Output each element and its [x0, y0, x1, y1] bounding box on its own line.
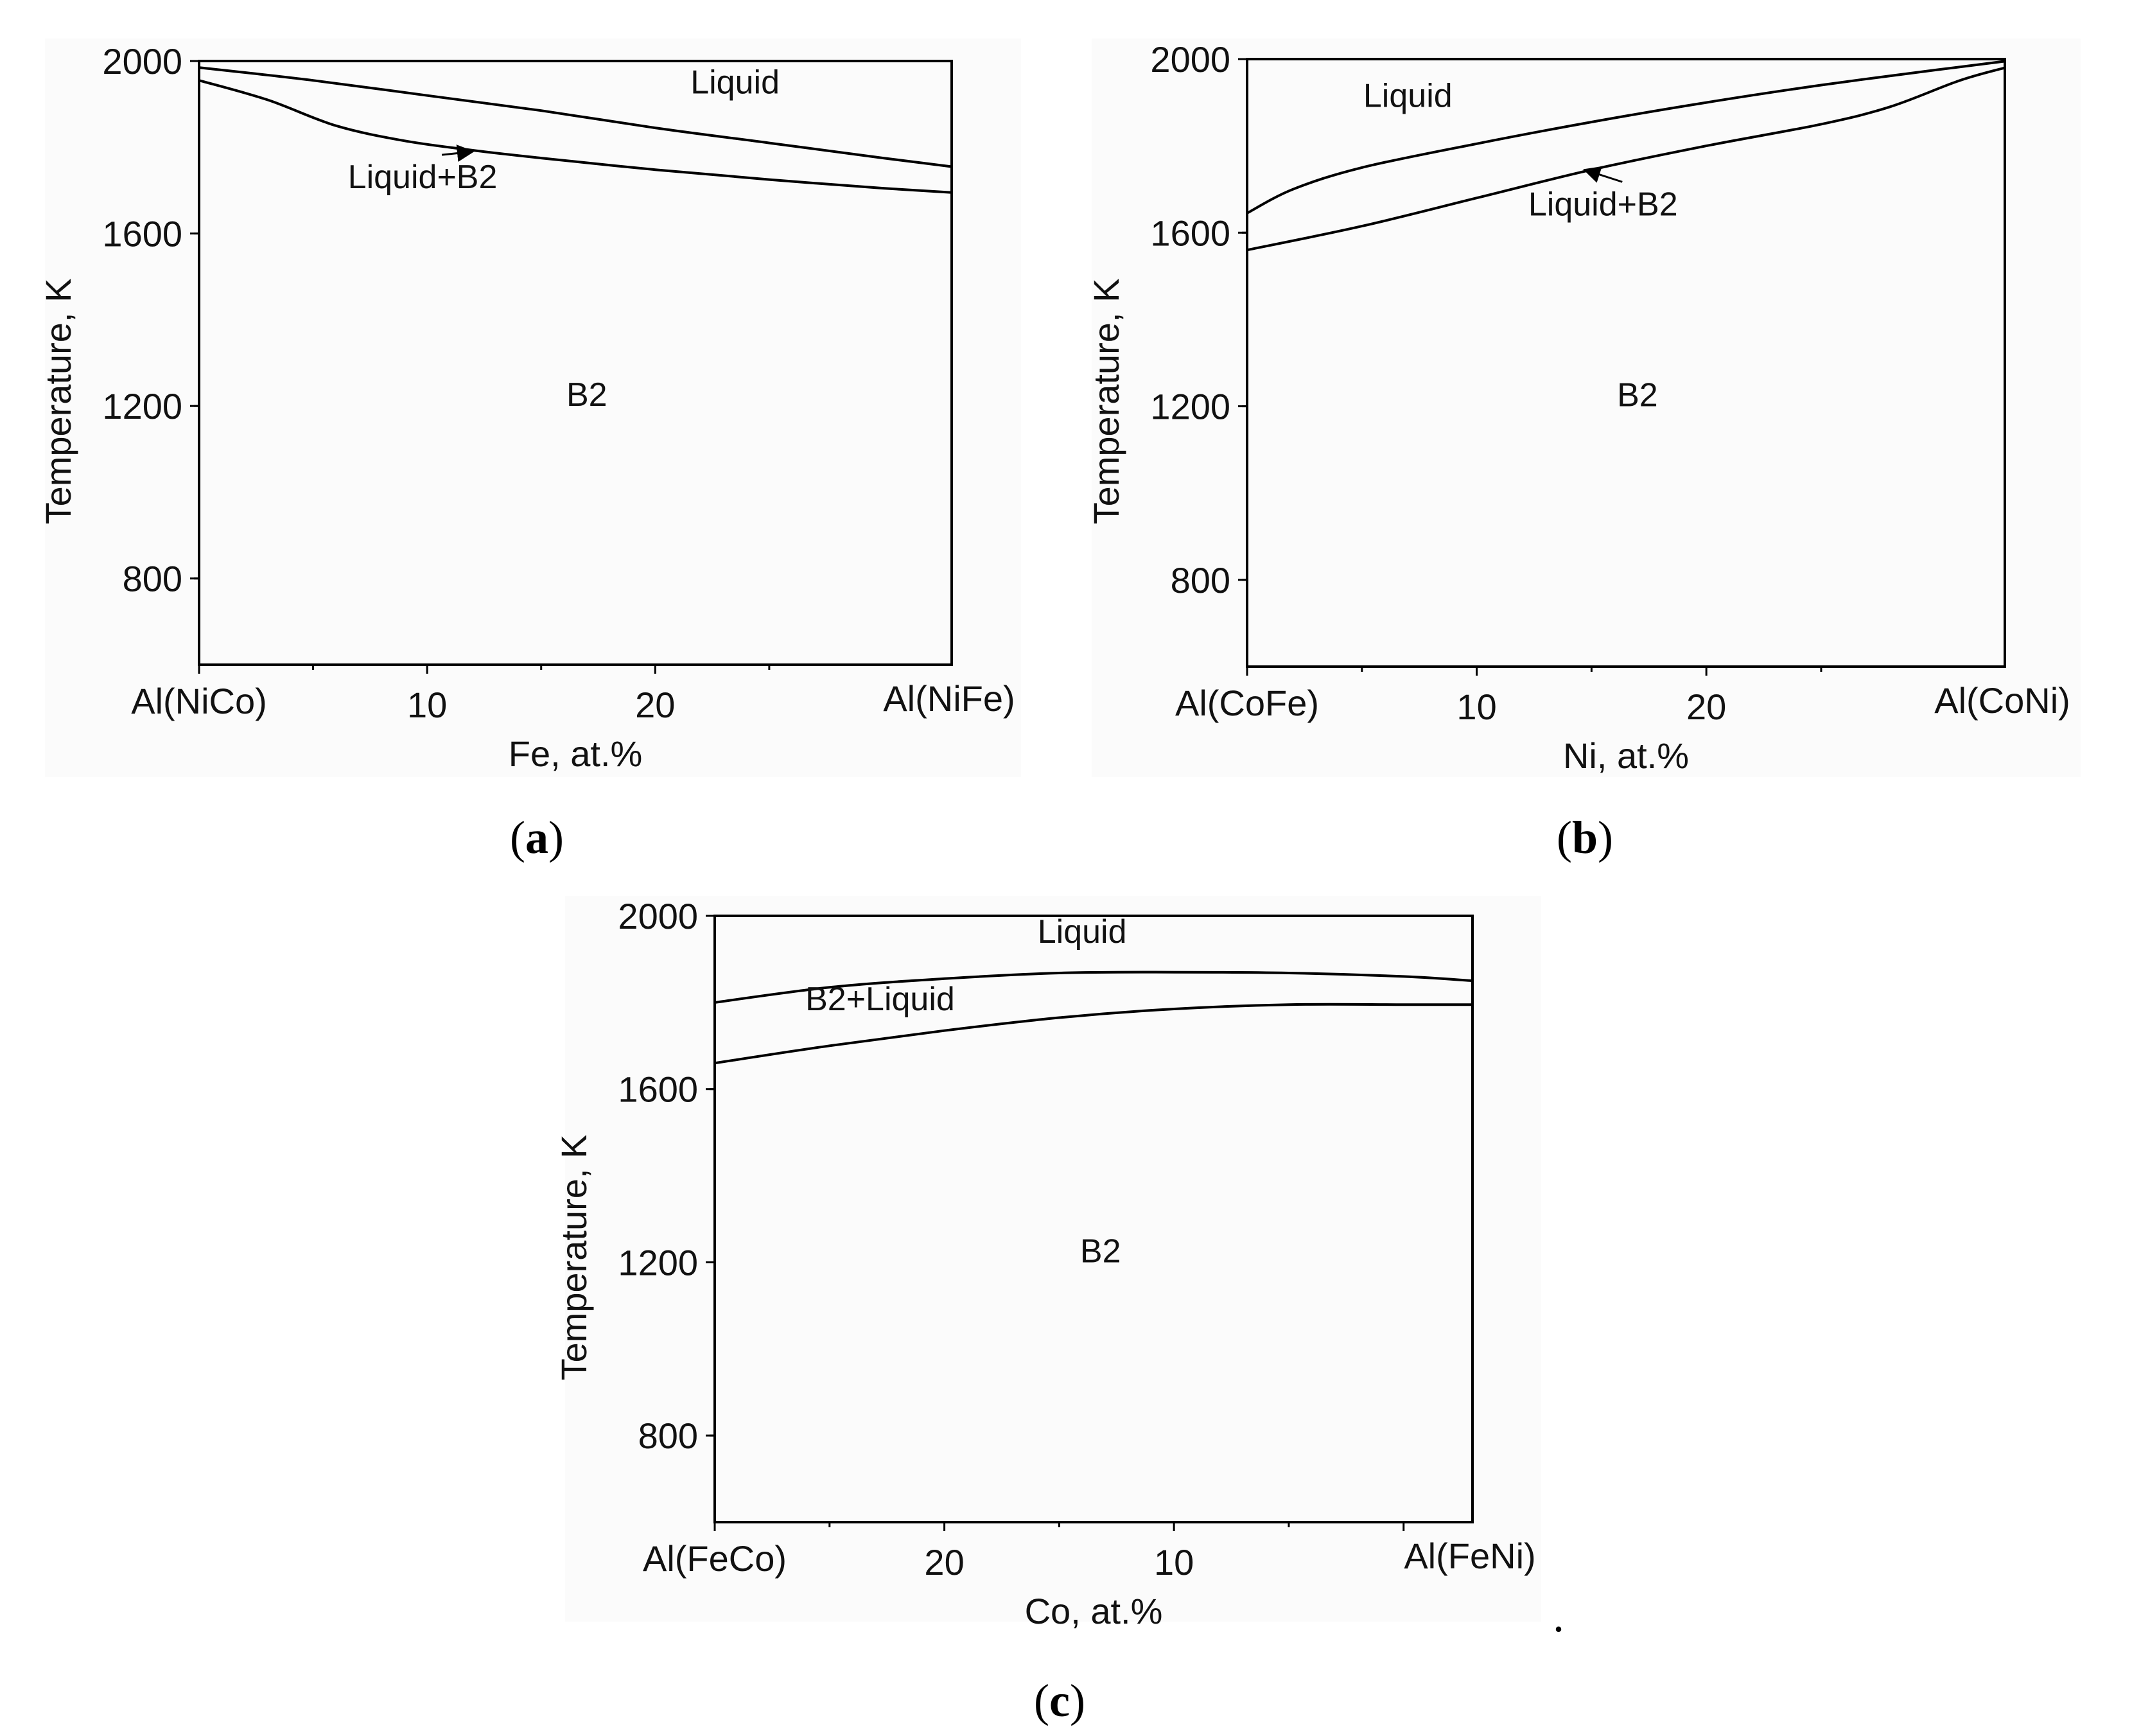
y-tick-label: 800	[1171, 560, 1230, 601]
region-label-b2: B2	[566, 376, 607, 414]
liquidus-line	[1246, 60, 2005, 215]
liquidus-line	[198, 66, 952, 168]
panel-c: 20 10 Al(FeCo) Al(FeNi) 800 1200 1600 2000 Co, a…	[554, 896, 1536, 1631]
y-axis-title: Temperature, K	[1086, 279, 1126, 525]
region-label-b2: B2	[1617, 377, 1658, 414]
x-axis-title: Fe, at.%	[509, 733, 643, 774]
y-tick-label: 2000	[102, 41, 182, 82]
region-label-liquid: Liquid	[1363, 77, 1453, 114]
y-axis-title: Temperature, K	[38, 279, 78, 525]
y-tick-label: 2000	[1150, 39, 1230, 80]
caption-b: (b)	[1557, 812, 1613, 863]
caption-c: (c)	[1034, 1675, 1085, 1726]
solidus-line	[198, 79, 952, 194]
solidus-line	[1246, 66, 2005, 252]
x-tick-label: 20	[924, 1542, 964, 1583]
x-axis-title: Ni, at.%	[1563, 735, 1689, 776]
region-label-b2: B2	[1080, 1232, 1121, 1270]
region-label-b2-liquid: B2+Liquid	[805, 981, 955, 1018]
plot-frame	[198, 60, 953, 666]
y-tick-label: 1200	[1150, 387, 1230, 427]
x-end-label-right: Al(NiFe)	[883, 678, 1015, 719]
y-tick-label: 1600	[618, 1069, 698, 1110]
x-end-label-left: Al(FeCo)	[643, 1538, 787, 1579]
region-label-liquid: Liquid	[690, 64, 780, 101]
region-label-liquid: Liquid	[1038, 913, 1127, 951]
y-tick-label: 1200	[102, 386, 182, 426]
region-label-liquid-b2: Liquid+B2	[348, 159, 498, 196]
y-tick-label: 1200	[618, 1242, 698, 1283]
x-tick-label: 10	[1456, 687, 1496, 727]
x-tick-label: 10	[1154, 1542, 1194, 1583]
x-end-label-right: Al(CoNi)	[1934, 680, 2070, 721]
caption-a: (a)	[510, 812, 564, 863]
x-tick-label: 20	[1686, 687, 1726, 727]
solidus-line	[714, 1003, 1472, 1065]
y-tick-label: 1600	[102, 214, 182, 254]
y-tick-label: 2000	[618, 896, 698, 936]
x-tick-label: 20	[635, 685, 675, 725]
x-end-label-left: Al(NiCo)	[131, 681, 267, 721]
plot-frame	[1246, 58, 2006, 668]
panel-b: 10 20 Al(CoFe) Al(CoNi) 800 1200 1600 2000 Ni, a…	[1086, 39, 2070, 776]
y-axis-title: Temperature, K	[554, 1135, 594, 1381]
annotation-arrow	[441, 145, 475, 162]
x-end-label-right: Al(FeNi)	[1404, 1536, 1535, 1576]
x-axis-title: Co, at.%	[1025, 1591, 1163, 1631]
liquidus-line	[714, 970, 1473, 1004]
region-label-liquid-b2: Liquid+B2	[1528, 186, 1678, 223]
trailing-period: .	[1553, 1590, 1564, 1642]
x-end-label-left: Al(CoFe)	[1175, 683, 1319, 723]
plot-frame	[713, 915, 1474, 1523]
y-tick-label: 800	[638, 1416, 698, 1456]
annotation-arrow	[1583, 166, 1623, 183]
y-tick-label: 1600	[1150, 213, 1230, 253]
panel-a: 10 20 Al(NiCo) Al(NiFe) 800 1200 1600 2000 Fe, a…	[38, 41, 1015, 774]
y-tick-label: 800	[123, 559, 182, 599]
x-tick-label: 10	[407, 685, 447, 725]
